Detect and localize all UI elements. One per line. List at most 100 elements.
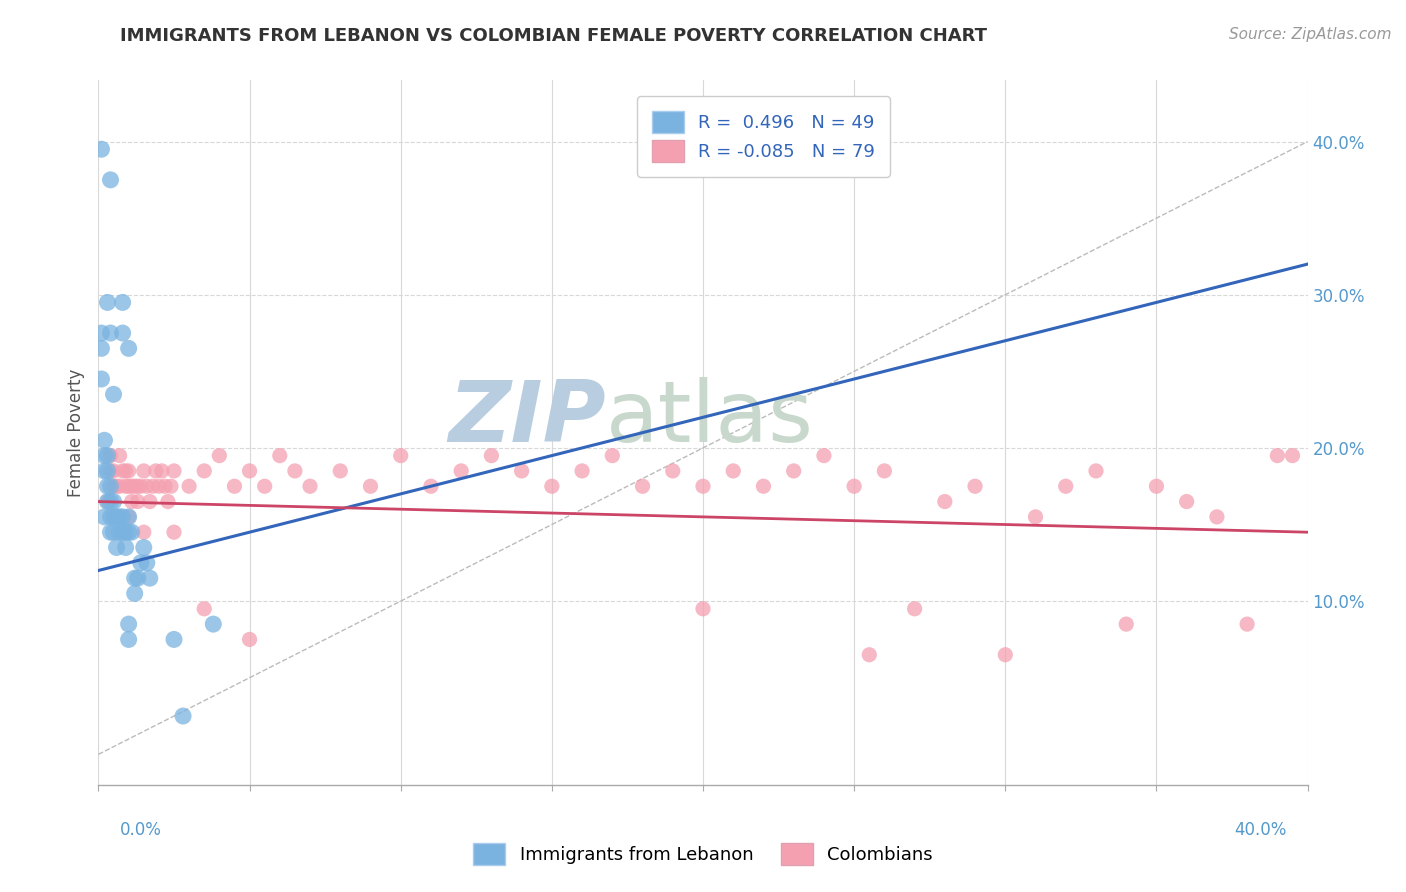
Point <box>103 494 125 508</box>
Point <box>100 464 122 478</box>
Point <box>661 464 683 478</box>
Point <box>844 479 866 493</box>
Point <box>510 464 533 478</box>
Point <box>873 464 896 478</box>
Point <box>202 617 225 632</box>
Point <box>132 464 155 478</box>
Point <box>420 479 443 493</box>
Point <box>783 464 806 478</box>
Point <box>994 648 1017 662</box>
Point <box>108 449 131 463</box>
Point <box>135 479 157 493</box>
Legend: Immigrants from Lebanon, Colombians: Immigrants from Lebanon, Colombians <box>464 834 942 874</box>
Point <box>163 525 186 540</box>
Point <box>114 479 136 493</box>
Point <box>163 464 186 478</box>
Point <box>121 525 143 540</box>
Point <box>90 342 112 356</box>
Point <box>135 556 157 570</box>
Point <box>1024 509 1046 524</box>
Point <box>111 326 134 340</box>
Point <box>108 479 131 493</box>
Text: Source: ZipAtlas.com: Source: ZipAtlas.com <box>1229 27 1392 42</box>
Point <box>96 449 118 463</box>
Point <box>1267 449 1289 463</box>
Point <box>114 464 136 478</box>
Point <box>121 494 143 508</box>
Point <box>1236 617 1258 632</box>
Point <box>692 479 714 493</box>
Point <box>150 464 173 478</box>
Point <box>360 479 382 493</box>
Point <box>148 479 170 493</box>
Point <box>93 464 115 478</box>
Point <box>96 479 118 493</box>
Point <box>100 494 122 508</box>
Point <box>96 494 118 508</box>
Point <box>299 479 322 493</box>
Point <box>114 525 136 540</box>
Legend: R =  0.496   N = 49, R = -0.085   N = 79: R = 0.496 N = 49, R = -0.085 N = 79 <box>637 96 890 177</box>
Point <box>96 464 118 478</box>
Point <box>129 556 152 570</box>
Point <box>1175 494 1198 508</box>
Point <box>450 464 472 478</box>
Point <box>172 709 194 723</box>
Point <box>1085 464 1108 478</box>
Point <box>1115 617 1137 632</box>
Point <box>105 541 128 555</box>
Point <box>127 571 149 585</box>
Point <box>100 449 122 463</box>
Point <box>239 632 262 647</box>
Point <box>100 525 122 540</box>
Point <box>224 479 246 493</box>
Point <box>139 494 162 508</box>
Point <box>602 449 624 463</box>
Point <box>124 571 146 585</box>
Point <box>934 494 956 508</box>
Point <box>118 525 141 540</box>
Text: atlas: atlas <box>606 377 814 460</box>
Point <box>118 632 141 647</box>
Point <box>100 326 122 340</box>
Point <box>132 525 155 540</box>
Point <box>723 464 745 478</box>
Point <box>127 494 149 508</box>
Point <box>481 449 503 463</box>
Point <box>858 648 880 662</box>
Point <box>329 464 352 478</box>
Point <box>153 479 176 493</box>
Point <box>93 449 115 463</box>
Point <box>124 586 146 600</box>
Point <box>90 372 112 386</box>
Point <box>239 464 262 478</box>
Point <box>145 464 167 478</box>
Point <box>103 479 125 493</box>
Text: 0.0%: 0.0% <box>120 821 162 838</box>
Point <box>160 479 183 493</box>
Point <box>269 449 291 463</box>
Point <box>1281 449 1303 463</box>
Point <box>692 601 714 615</box>
Point <box>124 479 146 493</box>
Point <box>118 509 141 524</box>
Point <box>103 464 125 478</box>
Point <box>96 494 118 508</box>
Point <box>389 449 412 463</box>
Point <box>118 617 141 632</box>
Y-axis label: Female Poverty: Female Poverty <box>67 368 86 497</box>
Point <box>631 479 654 493</box>
Text: IMMIGRANTS FROM LEBANON VS COLOMBIAN FEMALE POVERTY CORRELATION CHART: IMMIGRANTS FROM LEBANON VS COLOMBIAN FEM… <box>120 27 987 45</box>
Point <box>108 525 131 540</box>
Text: 40.0%: 40.0% <box>1234 821 1286 838</box>
Point <box>904 601 927 615</box>
Point <box>108 509 131 524</box>
Point <box>965 479 987 493</box>
Point <box>139 571 162 585</box>
Text: ZIP: ZIP <box>449 377 606 460</box>
Point <box>284 464 307 478</box>
Point <box>193 464 215 478</box>
Point <box>132 541 155 555</box>
Point <box>105 479 128 493</box>
Point <box>96 295 118 310</box>
